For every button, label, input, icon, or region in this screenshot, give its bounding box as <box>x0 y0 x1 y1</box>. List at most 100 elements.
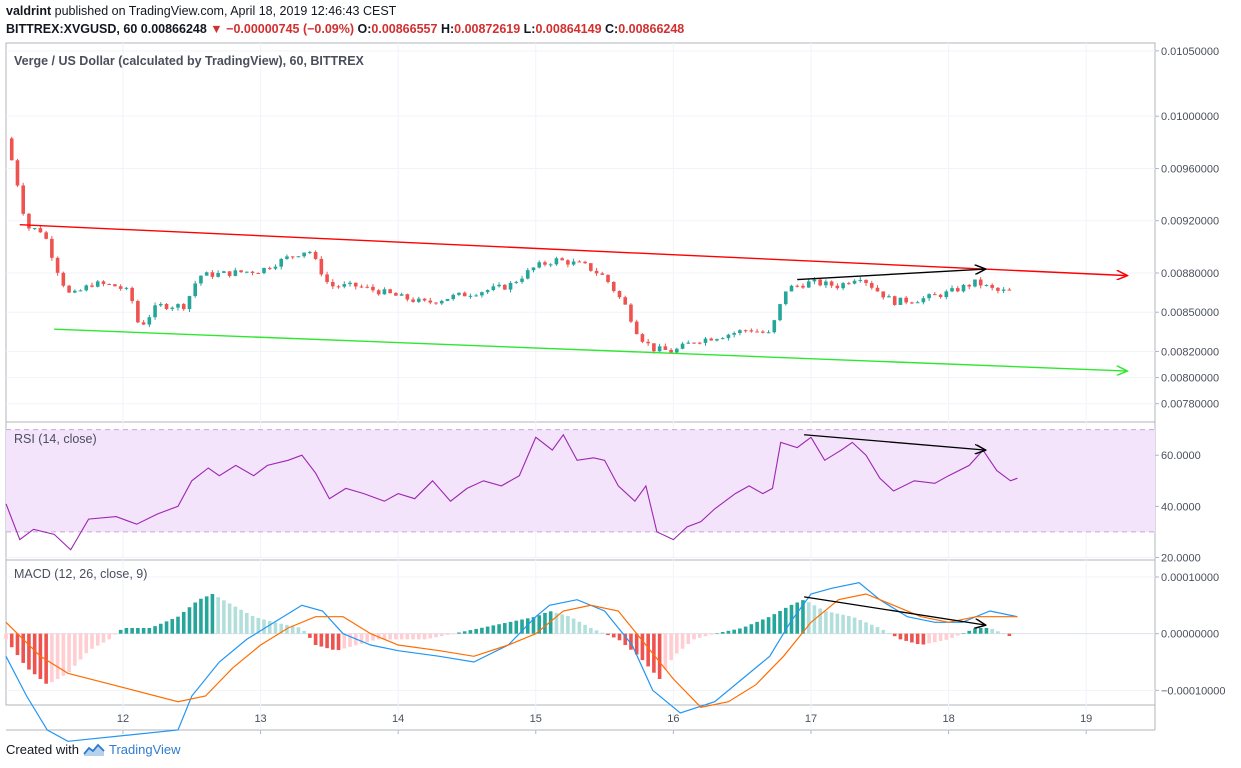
candle-down <box>313 251 318 259</box>
candle-up <box>715 339 719 341</box>
macd-histogram-bar <box>869 624 874 634</box>
macd-histogram-bar <box>600 632 605 634</box>
tradingview-brand-link[interactable]: TradingView <box>108 742 181 757</box>
macd-histogram-bar <box>732 629 736 634</box>
macd-histogram-bar <box>164 621 169 634</box>
macd-histogram-bar <box>319 633 324 647</box>
candle-down <box>749 330 754 332</box>
candle-down <box>405 294 410 300</box>
candle-down <box>113 284 117 287</box>
macd-histogram-bar <box>560 614 564 634</box>
candle-down <box>697 342 702 344</box>
macd-histogram-bar <box>95 633 100 646</box>
candle-up <box>296 256 301 258</box>
candle-down <box>835 285 840 289</box>
macd-histogram-bar <box>262 619 266 634</box>
macd-histogram-bar <box>520 619 524 634</box>
candle-down <box>801 285 805 288</box>
created-with-text: Created with <box>6 742 79 757</box>
time-axis-label: 16 <box>667 713 679 725</box>
candle-down <box>634 321 639 335</box>
candle-down <box>829 281 834 286</box>
candle-down <box>15 160 20 186</box>
macd-histogram-bar <box>113 633 117 635</box>
rsi-axis-label: 40.0000 <box>1161 501 1201 513</box>
macd-histogram-bar <box>9 633 14 648</box>
macd-histogram-bar <box>124 628 129 634</box>
price-change: ▼ −0.00000745 (−0.09%) <box>210 22 355 36</box>
rsi-band <box>6 429 1155 532</box>
candle-down <box>371 286 375 291</box>
candle-down <box>566 260 570 265</box>
macd-histogram-bar <box>181 611 186 634</box>
macd-histogram-bar <box>199 598 203 634</box>
publish-info: valdrint published on TradingView.com, A… <box>6 4 396 18</box>
macd-axis-label: 0.00010000 <box>1161 572 1219 584</box>
macd-histogram-bar <box>55 633 60 679</box>
candle-down <box>44 232 48 239</box>
candle-down <box>331 282 335 287</box>
macd-histogram-bar <box>503 623 507 634</box>
candle-down <box>875 287 880 292</box>
candle-down <box>61 272 66 286</box>
macd-histogram-bar <box>457 632 461 634</box>
candle-down <box>869 283 874 288</box>
candle-down <box>411 299 415 302</box>
axis-labels: 0.01050000 0.01000000 0.00960000 0.00920000… <box>117 46 1226 734</box>
candle-down <box>617 291 622 298</box>
candle-up <box>170 307 175 309</box>
macd-histogram-bar <box>875 627 880 634</box>
macd-histogram-bar <box>434 633 438 638</box>
macd-histogram-bar <box>996 631 1000 634</box>
candle-down <box>692 342 696 344</box>
candle-up <box>732 333 736 335</box>
macd-histogram-bar <box>474 628 478 634</box>
macd-histogram-bar <box>738 628 742 634</box>
author-name[interactable]: valdrint <box>6 4 52 18</box>
macd-histogram-bar <box>933 633 937 643</box>
macd-histogram-bar <box>44 633 48 684</box>
macd-histogram-bar <box>325 633 329 649</box>
macd-histogram-bar <box>715 633 719 634</box>
macd-histogram-bar <box>835 613 840 634</box>
macd-histogram-bar <box>692 633 696 640</box>
candle-down <box>462 292 467 297</box>
candle-down <box>118 286 123 289</box>
price-axis-label: 0.00880000 <box>1161 268 1219 280</box>
macd-histogram-bar <box>652 633 656 673</box>
macd-histogram-bar <box>27 633 31 670</box>
footer: Created with TradingView <box>6 742 181 757</box>
candle-down <box>365 286 370 288</box>
candle-down <box>319 258 324 275</box>
macd-histogram-bar <box>342 633 347 649</box>
macd-histogram-bar <box>944 633 949 640</box>
candle-down <box>336 286 341 288</box>
price-axis-label: 0.00780000 <box>1161 399 1219 411</box>
candle-down <box>428 300 433 303</box>
macd-histogram-bar <box>611 633 616 638</box>
macd-histogram-bar <box>141 628 146 634</box>
resistance-trendline <box>19 223 1128 276</box>
macd-histogram-bar <box>336 633 341 651</box>
macd-histogram-bar <box>904 633 908 641</box>
macd-histogram-bar <box>388 633 392 640</box>
macd-histogram-bar <box>703 633 708 637</box>
low-value: 0.00864149 <box>535 22 602 36</box>
candle-down <box>359 286 364 288</box>
macd-histogram-bar <box>290 626 295 634</box>
macd-histogram-bar <box>623 633 628 645</box>
macd-histogram-bar <box>348 633 352 647</box>
tradingview-logo-icon <box>83 743 105 756</box>
candle-up <box>273 266 278 269</box>
macd-histogram-bar <box>887 633 891 634</box>
macd-histogram-bar <box>468 630 473 634</box>
candle-up <box>497 284 501 287</box>
candle-up <box>199 275 203 284</box>
macd-histogram-bar <box>61 633 66 676</box>
candle-up <box>285 256 289 259</box>
candle-up <box>262 267 266 274</box>
macd-histogram-bar <box>755 621 759 634</box>
macd-histogram-bar <box>680 633 685 649</box>
macd-histogram-bar <box>749 624 754 634</box>
